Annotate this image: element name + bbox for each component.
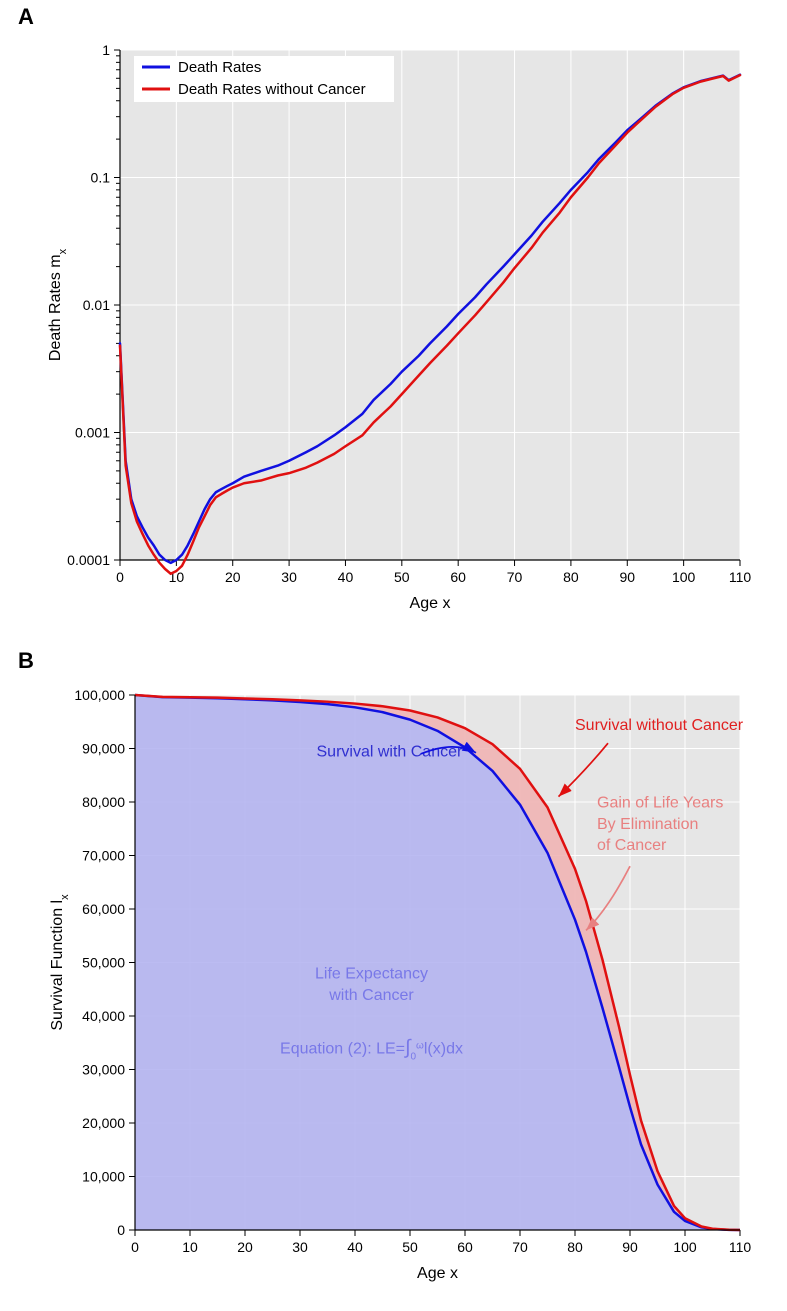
svg-text:40,000: 40,000	[82, 1008, 125, 1024]
svg-text:100: 100	[672, 569, 696, 585]
svg-text:90: 90	[619, 569, 635, 585]
svg-text:50: 50	[394, 569, 410, 585]
svg-text:80: 80	[567, 1239, 583, 1255]
page: A 01020304050607080901001100.00010.0010.…	[0, 0, 787, 1311]
svg-text:70: 70	[512, 1239, 528, 1255]
svg-text:70,000: 70,000	[82, 848, 125, 864]
svg-text:80,000: 80,000	[82, 794, 125, 810]
svg-text:110: 110	[729, 569, 752, 585]
panel-a-label: A	[18, 4, 34, 30]
chart-a: 01020304050607080901001100.00010.0010.01…	[40, 30, 760, 620]
svg-text:70: 70	[507, 569, 523, 585]
svg-text:0.001: 0.001	[75, 425, 110, 441]
svg-text:80: 80	[563, 569, 579, 585]
svg-text:20: 20	[225, 569, 241, 585]
svg-text:60: 60	[457, 1239, 473, 1255]
svg-text:0: 0	[116, 569, 124, 585]
svg-text:40: 40	[347, 1239, 363, 1255]
svg-text:Survival with Cancer: Survival with Cancer	[317, 744, 464, 761]
svg-text:0.0001: 0.0001	[67, 552, 110, 568]
svg-text:Death Rates: Death Rates	[178, 59, 261, 76]
svg-text:10: 10	[182, 1239, 198, 1255]
svg-text:Death Rates without Cancer: Death Rates without Cancer	[178, 81, 366, 98]
svg-text:90,000: 90,000	[82, 741, 125, 757]
svg-text:40: 40	[338, 569, 354, 585]
svg-text:100: 100	[673, 1239, 697, 1255]
svg-text:0.1: 0.1	[91, 170, 111, 186]
svg-text:Age x: Age x	[410, 595, 451, 612]
svg-text:60,000: 60,000	[82, 901, 125, 917]
svg-text:0: 0	[117, 1222, 125, 1238]
svg-text:0: 0	[131, 1239, 139, 1255]
svg-text:90: 90	[622, 1239, 638, 1255]
panel-b-label: B	[18, 648, 34, 674]
svg-text:with Cancer: with Cancer	[328, 987, 414, 1004]
svg-text:30: 30	[292, 1239, 308, 1255]
svg-text:Death Rates mx: Death Rates mx	[47, 248, 69, 361]
svg-text:60: 60	[450, 569, 466, 585]
svg-text:Age x: Age x	[417, 1265, 458, 1282]
svg-text:50: 50	[402, 1239, 418, 1255]
svg-text:50,000: 50,000	[82, 955, 125, 971]
svg-text:1: 1	[102, 42, 110, 58]
svg-text:100,000: 100,000	[74, 687, 125, 703]
svg-text:Survival without Cancer: Survival without Cancer	[575, 717, 744, 734]
svg-text:110: 110	[729, 1239, 752, 1255]
svg-text:By Elimination: By Elimination	[597, 816, 698, 833]
svg-text:10,000: 10,000	[82, 1169, 125, 1185]
svg-text:Gain of Life Years: Gain of Life Years	[597, 794, 723, 811]
svg-text:Life Expectancy: Life Expectancy	[315, 966, 428, 983]
svg-text:20: 20	[237, 1239, 253, 1255]
svg-text:30: 30	[281, 569, 297, 585]
svg-text:20,000: 20,000	[82, 1115, 125, 1131]
svg-text:of Cancer: of Cancer	[597, 837, 667, 854]
svg-text:30,000: 30,000	[82, 1062, 125, 1078]
chart-b: 0 10 20 30 40 50 60 70 80 90 100 110 0 10,000 20,000 30…	[40, 680, 760, 1290]
svg-text:Survival Function lx: Survival Function lx	[49, 894, 71, 1031]
svg-text:0.01: 0.01	[83, 297, 110, 313]
